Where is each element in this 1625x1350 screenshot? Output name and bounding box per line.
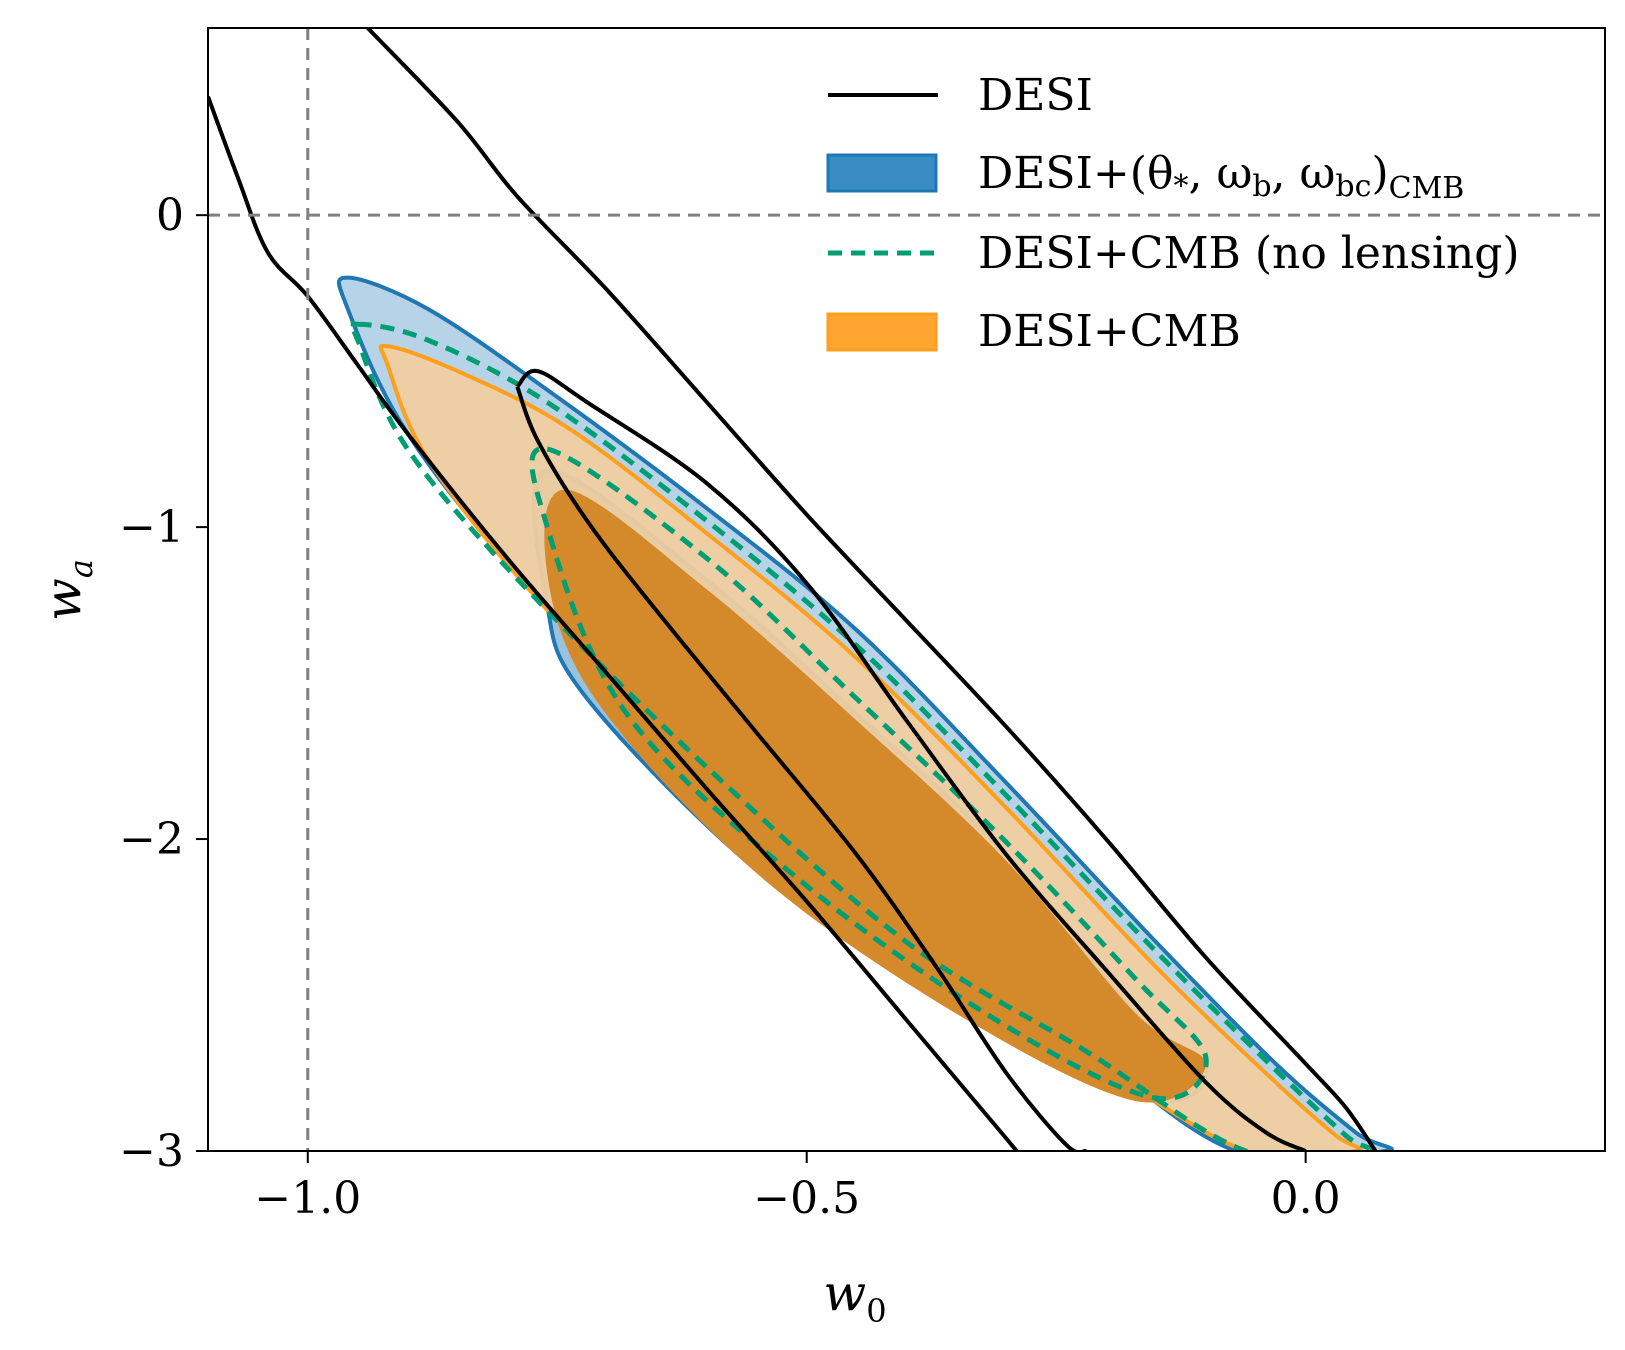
- y-tick-label: −3: [119, 1126, 184, 1177]
- y-tick-label: −2: [119, 814, 184, 865]
- legend-swatch-cmb-params: [826, 153, 938, 193]
- no-lensing-contour-95: [347, 321, 1374, 1151]
- desi-cmb-contour-68: [544, 489, 1206, 1103]
- legend-cmb-params-sub-b: b: [1252, 169, 1271, 204]
- legend-cmb-params-sep1: ,: [1188, 148, 1216, 199]
- desi-contour-inner-left: [515, 385, 1087, 1151]
- x-tick-label: −1.0: [254, 1173, 361, 1224]
- y-axis: 0 −1 −2 −3: [119, 190, 208, 1177]
- legend-cmb-params-post: ): [1371, 148, 1388, 199]
- legend-swatch-desi-cmb: [826, 312, 938, 352]
- y-tick-label: 0: [156, 190, 184, 241]
- legend-cmb-params-sep2: ,: [1272, 148, 1300, 199]
- x-tick-label: 0.0: [1271, 1173, 1341, 1224]
- x-axis-title-main: w: [823, 1264, 866, 1322]
- desi-contour-outer-2: [366, 28, 1378, 1151]
- no-lensing-contour-68: [529, 446, 1209, 1102]
- desi-contour-inner-band: [515, 368, 1307, 1151]
- x-axis: −1.0 −0.5 0.0: [254, 1151, 1341, 1224]
- y-axis-title-group: wa: [34, 559, 100, 621]
- y-axis-title-sub: a: [62, 559, 100, 578]
- plot-frame: [207, 27, 1606, 1152]
- legend-cmb-params-pre: DESI+(θ: [978, 148, 1173, 199]
- legend-cmb-params-omega1: ω: [1216, 148, 1252, 199]
- legend-label-cmb-params: DESI+(θ*, ωb, ωbc)CMB: [978, 148, 1464, 206]
- desi-contour-outer-1: [208, 95, 1020, 1151]
- plot-area: [208, 28, 1605, 1151]
- x-tick-label: −0.5: [753, 1173, 860, 1224]
- legend-cmb-params-omega2: ω: [1300, 148, 1336, 199]
- legend-cmb-params-sub-bc: bc: [1335, 169, 1371, 204]
- y-tick-label: −1: [119, 502, 184, 553]
- x-axis-title: w0: [823, 1264, 886, 1330]
- legend: DESI DESI+(θ*, ωb, ωbc)CMB DESI+CMB (no …: [826, 70, 1520, 357]
- y-axis-title: wa: [34, 559, 100, 621]
- legend-cmb-params-sub-star: *: [1173, 169, 1188, 204]
- legend-label-desi-cmb: DESI+CMB: [978, 306, 1241, 357]
- legend-cmb-params-sub-cmb: CMB: [1389, 171, 1465, 206]
- y-axis-title-main: w: [34, 578, 92, 621]
- legend-label-desi: DESI: [978, 70, 1093, 121]
- x-axis-title-sub: 0: [866, 1292, 886, 1330]
- legend-label-no-lensing: DESI+CMB (no lensing): [978, 228, 1520, 279]
